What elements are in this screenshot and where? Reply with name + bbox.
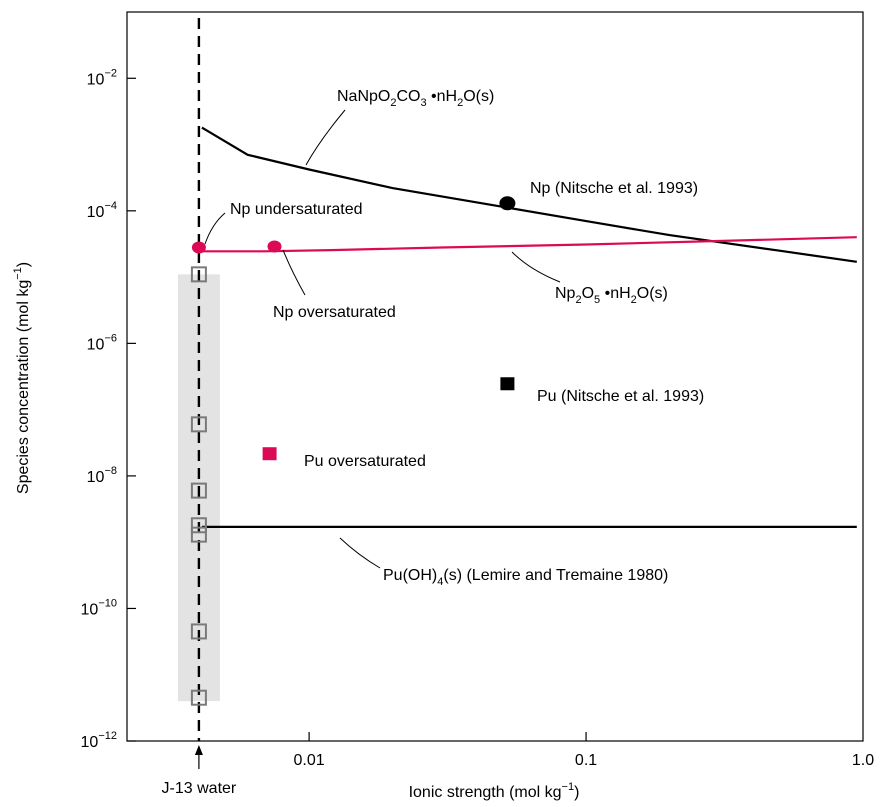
open-square-marker — [190, 526, 207, 543]
np-nitsche-label: Np (Nitsche et al. 1993) — [530, 180, 698, 197]
j13-water-label: J-13 water — [162, 780, 237, 797]
np-undersaturated-label: Np undersaturated — [230, 201, 363, 218]
x-axis-title: Ionic strength (mol kg−1) — [409, 781, 580, 801]
y-axis-title: Species concentration (mol kg−1) — [12, 262, 32, 494]
y-tick-label: 10−10 — [81, 597, 117, 618]
y-tick-label: 10−8 — [87, 465, 117, 486]
np2o5-line — [201, 236, 857, 253]
labels-layer: NaNpO2CO3 •nH2O(s) Np2O5 •nH2O(s) Pu(OH)4(… — [230, 88, 704, 588]
open-square-marker — [190, 517, 207, 534]
open-square-marker — [190, 416, 207, 433]
np-oversaturated-label: Np oversaturated — [273, 304, 396, 321]
open-square-marker — [190, 266, 207, 283]
np2o5-leader — [511, 251, 561, 283]
x-tick-label: 1.0 — [852, 752, 874, 769]
np2o5-label: Np2O5 •nH2O(s) — [555, 285, 668, 306]
points-layer — [190, 196, 516, 706]
pu-nitsche-point — [500, 377, 515, 391]
puoh4-leader — [339, 537, 381, 569]
plot-frame — [126, 11, 864, 742]
nanpo2co3-label: NaNpO2CO3 •nH2O(s) — [337, 88, 494, 109]
y-tick-label: 10−4 — [87, 200, 117, 221]
np-undersaturated-point — [191, 241, 206, 254]
j13-arrow-head — [194, 745, 203, 755]
leader-lines-layer — [204, 109, 561, 569]
np-oversaturated-leader — [282, 249, 306, 296]
np-oversaturated-point — [267, 240, 282, 253]
ticks-layer: 10−2 10−4 10−6 10−8 10−10 10−12 0.01 0.1 1.0 J-13… — [81, 67, 875, 797]
y-tick-label: 10−2 — [87, 67, 117, 88]
np-undersaturated-leader — [204, 212, 226, 245]
x-tick-label: 0.1 — [575, 752, 597, 769]
y-tick-label: 10−12 — [81, 730, 117, 751]
pu-oversaturated-label: Pu oversaturated — [304, 453, 426, 470]
pu-nitsche-label: Pu (Nitsche et al. 1993) — [537, 388, 704, 405]
open-square-marker — [190, 482, 207, 499]
x-tick-label: 0.01 — [294, 752, 325, 769]
y-tick-label: 10−6 — [87, 332, 117, 353]
np-nitsche-point — [499, 196, 516, 211]
pu-oversaturated-point — [262, 447, 277, 461]
nanpo2co3-leader — [305, 109, 346, 166]
open-square-marker — [190, 689, 207, 706]
puoh4-label: Pu(OH)4(s) (Lemire and Tremaine 1980) — [383, 567, 668, 588]
open-square-marker — [190, 623, 207, 640]
